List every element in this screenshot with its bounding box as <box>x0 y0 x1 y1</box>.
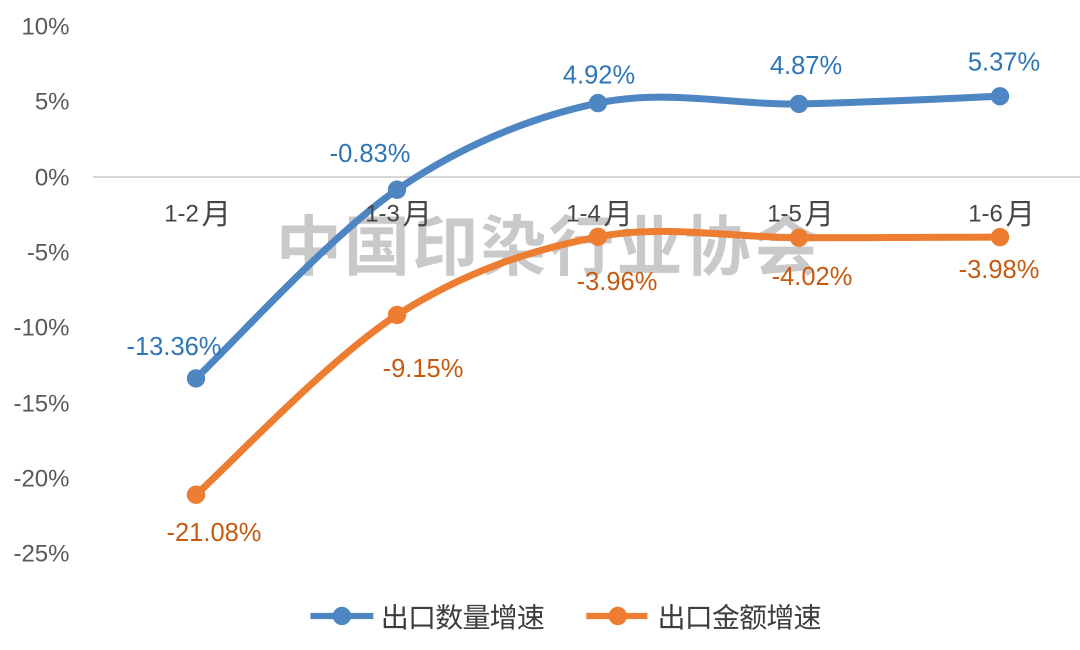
svg-text:-0.83%: -0.83% <box>330 140 411 168</box>
svg-text:1-4: 1-4 <box>566 201 601 228</box>
svg-text:-21.08%: -21.08% <box>167 519 262 547</box>
svg-text:4.92%: 4.92% <box>563 62 635 90</box>
svg-text:-5%: -5% <box>27 240 70 267</box>
svg-text:-9.15%: -9.15% <box>383 355 464 383</box>
svg-text:1-6: 1-6 <box>968 201 1003 228</box>
svg-text:1-5: 1-5 <box>767 201 802 228</box>
svg-text:-4.02%: -4.02% <box>772 263 853 291</box>
svg-text:-10%: -10% <box>13 315 69 342</box>
svg-text:-25%: -25% <box>13 541 69 568</box>
svg-text:5%: 5% <box>35 89 70 116</box>
svg-text:4.87%: 4.87% <box>770 52 842 80</box>
svg-text:-3.98%: -3.98% <box>959 256 1040 284</box>
svg-text:-20%: -20% <box>13 466 69 493</box>
svg-text:0%: 0% <box>35 165 70 192</box>
svg-text:10%: 10% <box>21 14 69 41</box>
svg-text:1-3: 1-3 <box>365 201 400 228</box>
svg-text:1-2: 1-2 <box>164 201 199 228</box>
svg-text:5.37%: 5.37% <box>968 49 1040 77</box>
svg-text:-13.36%: -13.36% <box>127 333 222 361</box>
svg-text:-15%: -15% <box>13 391 69 418</box>
svg-text:-3.96%: -3.96% <box>577 268 658 296</box>
